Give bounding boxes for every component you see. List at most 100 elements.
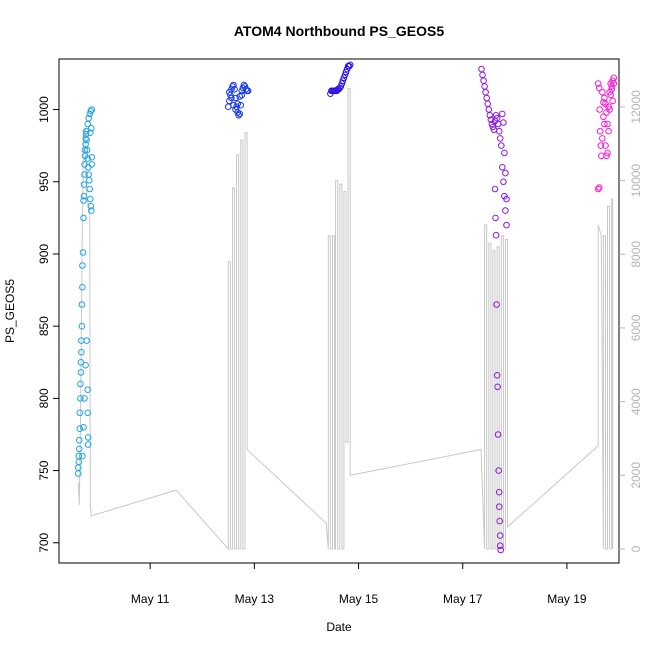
data-point	[496, 517, 504, 525]
data-point	[486, 112, 494, 119]
data-point	[345, 62, 353, 70]
y2-tick-label: 12000	[629, 90, 643, 124]
y-axis-left: 700 750 800 850 900 950 1000	[37, 96, 59, 553]
data-point	[342, 68, 350, 76]
data-point	[493, 301, 500, 308]
x-axis-label: Date	[326, 620, 352, 634]
data-point	[594, 80, 602, 87]
data-point	[88, 207, 95, 214]
data-point	[75, 452, 83, 460]
data-point	[502, 169, 509, 177]
data-points-layer	[75, 61, 618, 554]
data-point	[340, 74, 348, 82]
y-tick-label: 950	[37, 171, 51, 191]
data-point	[492, 112, 500, 119]
x-tick-label: May 19	[547, 592, 587, 606]
y-tick-label: 900	[37, 244, 51, 264]
y2-tick-label: 4000	[629, 388, 643, 415]
data-point	[494, 383, 501, 391]
data-point	[483, 94, 491, 102]
data-point	[595, 84, 603, 92]
data-point	[500, 119, 507, 126]
data-point	[610, 80, 618, 87]
data-point	[244, 87, 252, 95]
data-point	[87, 203, 95, 210]
data-point	[496, 135, 504, 142]
data-point	[232, 106, 239, 113]
data-point	[80, 214, 87, 222]
data-point	[79, 262, 86, 269]
data-point	[499, 110, 506, 118]
altitude-line	[77, 88, 614, 551]
data-point	[482, 88, 489, 96]
data-point	[602, 142, 609, 149]
x-axis: May 11 May 13 May 15 May 17 May 19	[131, 563, 587, 606]
data-point	[480, 77, 487, 84]
data-point	[604, 120, 611, 128]
x-tick-label: May 13	[235, 592, 275, 606]
data-point	[82, 135, 89, 142]
data-point	[606, 106, 613, 113]
data-point	[495, 467, 503, 474]
data-point	[232, 94, 239, 102]
data-point	[75, 458, 83, 466]
data-point	[492, 214, 499, 222]
data-point	[80, 424, 87, 431]
plot-frame	[58, 58, 620, 564]
data-point	[77, 359, 85, 366]
data-point	[495, 503, 503, 511]
data-point	[230, 81, 237, 89]
data-point	[84, 155, 91, 162]
data-point	[496, 532, 504, 539]
data-point	[597, 142, 605, 149]
data-point	[76, 425, 84, 433]
data-point	[76, 409, 84, 417]
data-point	[594, 185, 602, 193]
data-point	[608, 86, 616, 93]
data-point	[487, 116, 495, 123]
data-point	[496, 542, 504, 550]
data-point	[339, 77, 347, 84]
series-4	[478, 65, 510, 554]
data-point	[600, 113, 607, 121]
data-point	[87, 107, 95, 115]
data-point	[604, 149, 611, 157]
chart-title: ATOM4 Northbound PS_GEOS5	[234, 23, 444, 39]
data-point	[502, 207, 509, 214]
data-point	[82, 127, 90, 135]
data-point	[481, 83, 488, 90]
data-point	[85, 114, 92, 122]
data-point	[605, 127, 612, 135]
data-point	[609, 97, 617, 105]
data-point	[603, 152, 610, 160]
data-point	[79, 283, 86, 291]
data-point	[88, 125, 95, 132]
x-tick-label: May 11	[131, 592, 170, 606]
data-point	[492, 231, 500, 239]
data-point	[77, 380, 84, 388]
data-point	[82, 361, 89, 369]
data-point	[500, 178, 507, 186]
data-point	[491, 185, 499, 193]
data-point	[84, 441, 92, 448]
series-3	[327, 61, 354, 97]
data-point	[80, 181, 88, 188]
data-point	[503, 221, 510, 229]
y2-tick-label: 6000	[629, 314, 643, 341]
data-point	[76, 445, 83, 453]
y-tick-label: 800	[37, 388, 51, 408]
data-point	[84, 434, 92, 441]
y-tick-label: 700	[37, 532, 51, 552]
altitude-line-layer	[77, 88, 614, 551]
data-point	[81, 395, 88, 402]
data-point	[493, 372, 501, 379]
data-point	[235, 112, 242, 119]
data-point	[234, 100, 241, 108]
data-point	[78, 301, 86, 308]
data-point	[81, 171, 88, 178]
data-point	[85, 177, 93, 184]
data-point	[236, 110, 244, 118]
y-axis-right: 0 2000 4000 6000 8000 10000 12000	[619, 90, 643, 552]
data-point	[501, 149, 508, 157]
